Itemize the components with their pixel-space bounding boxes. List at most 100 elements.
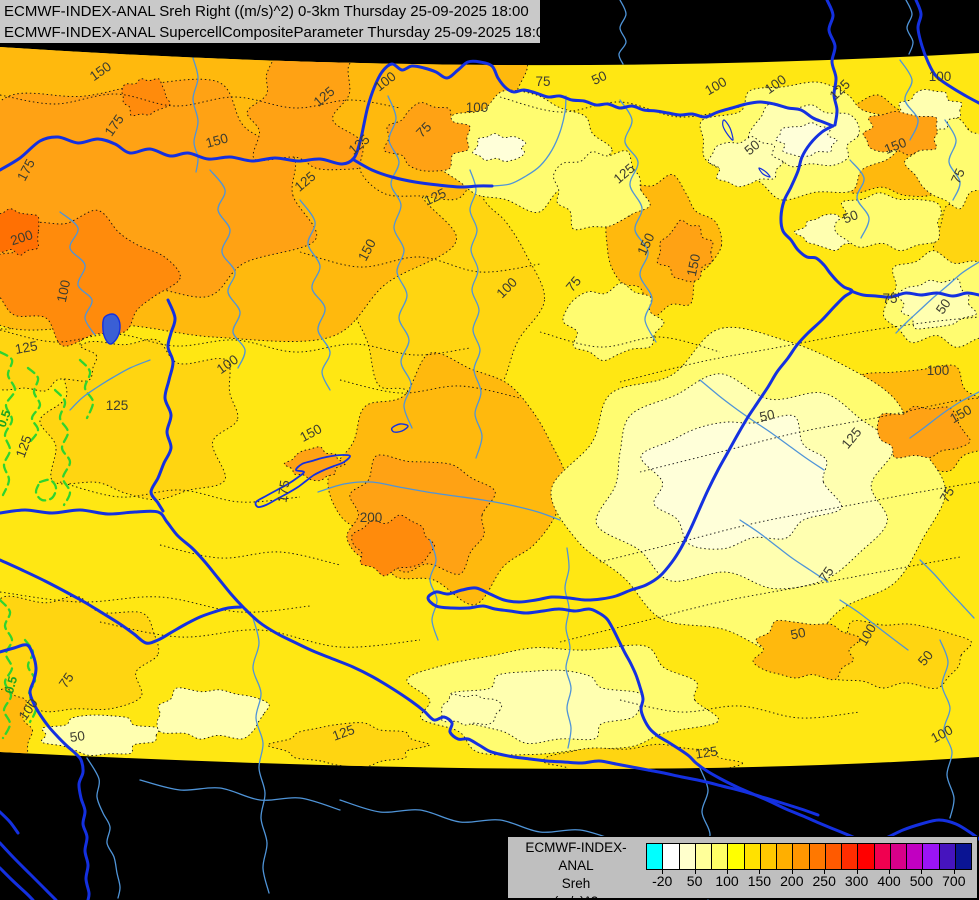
legend-color-cell — [777, 844, 794, 869]
contour-value-label: 200 — [360, 510, 383, 525]
contour-fill-region — [0, 687, 33, 769]
contour-fill-region — [156, 687, 270, 740]
contour-fill-region — [656, 219, 714, 283]
title-line-2: ECMWF-INDEX-ANAL SupercellCompositeParam… — [4, 24, 541, 41]
contour-value-label: 125 — [13, 433, 35, 459]
river-thin — [192, 57, 199, 173]
contour-value-label: 150 — [204, 130, 230, 150]
legend-tick-label: 700 — [942, 873, 966, 889]
contour-line — [339, 379, 521, 399]
supercell-contour-line — [34, 478, 58, 502]
contour-fill-region — [543, 743, 743, 769]
contour-value-label: 75 — [937, 484, 958, 505]
contour-value-label: 200 — [9, 227, 35, 248]
river-thin — [618, 0, 627, 65]
contour-fill-region — [449, 669, 643, 745]
river-thin — [59, 211, 96, 336]
legend-tick-mark — [759, 869, 761, 874]
contour-fill-region — [640, 414, 842, 550]
supercell-contour-line — [53, 388, 72, 507]
river-thick — [0, 508, 820, 817]
contour-value-label: 50 — [915, 648, 936, 669]
river-thin — [252, 617, 270, 894]
legend-parameter-label: Sreh — [561, 876, 591, 891]
small-lake — [722, 119, 734, 141]
river-thin — [939, 639, 955, 819]
legend-color-cell — [760, 844, 777, 869]
contour-fill-region — [707, 136, 784, 188]
contour-fill-region — [441, 693, 503, 726]
legend-color-cell — [858, 844, 875, 869]
legend-color-cell — [695, 844, 712, 869]
legend-tick-mark — [662, 869, 664, 874]
contour-value-label: 125 — [14, 338, 39, 357]
contour-fill-region — [825, 620, 972, 689]
legend-color-cell — [955, 844, 971, 869]
contour-value-label: 50 — [69, 728, 86, 745]
river-thick — [0, 643, 91, 900]
legend-color-cell — [939, 844, 956, 869]
contour-fill-region — [0, 595, 160, 713]
contour-value-label: 125 — [694, 744, 718, 762]
river-thin — [469, 169, 483, 459]
contour-line — [0, 591, 311, 613]
title-bar: ECMWF-INDEX-ANAL Sreh Right ((m/s)^2) 0-… — [0, 0, 541, 44]
supercell-value-label: 0.5 — [2, 675, 20, 695]
supercell-contour-line — [78, 358, 95, 420]
contour-fill-region — [897, 278, 977, 330]
contour-line — [599, 481, 979, 563]
legend-tick-label: 150 — [747, 873, 772, 889]
contour-fill-region — [562, 282, 665, 362]
contour-fill-region — [283, 446, 346, 482]
river-thin — [317, 481, 561, 521]
legend-color-cell — [744, 844, 761, 869]
contour-line — [639, 397, 979, 473]
legend-color-cell — [890, 844, 907, 869]
contour-value-label: 50 — [589, 68, 609, 88]
legend-tick-label: 50 — [686, 873, 703, 889]
contour-fill-layer — [0, 47, 979, 769]
lake-velence — [390, 423, 409, 433]
river-thin — [564, 547, 572, 749]
supercell-contour-line — [0, 598, 14, 740]
contour-fill-region — [383, 102, 471, 172]
legend-color-cell — [842, 844, 859, 869]
river-thick — [914, 0, 979, 105]
river-thin — [839, 599, 909, 651]
river-thick — [0, 558, 243, 645]
river-thin — [429, 539, 439, 641]
legend-tick-mark — [694, 869, 696, 874]
legend-color-cell — [923, 844, 940, 869]
contour-fill-region — [40, 714, 160, 756]
river-thick — [0, 810, 20, 835]
legend-tick-mark — [824, 869, 826, 874]
legend-tick-label: 500 — [909, 873, 934, 889]
legend-tick-label: 250 — [812, 873, 836, 889]
legend-color-cell — [728, 844, 745, 869]
contour-value-label: 50 — [841, 207, 860, 226]
legend-tick-mark — [791, 869, 793, 874]
contour-value-label: 50 — [789, 625, 807, 643]
legend-color-bar — [646, 843, 972, 870]
small-lake — [758, 167, 771, 178]
river-thick — [0, 841, 58, 900]
contour-fill-region — [862, 110, 938, 156]
contour-value-label: 50 — [742, 137, 763, 158]
legend-color-cell — [793, 844, 810, 869]
river-thin — [387, 95, 413, 429]
river-thick — [849, 289, 979, 299]
contour-value-label: 50 — [758, 407, 776, 425]
contour-line — [99, 621, 421, 648]
contour-value-label: 100 — [466, 100, 489, 115]
legend-tick-mark — [856, 869, 858, 874]
contour-fill-region — [0, 208, 40, 256]
river-thin — [895, 261, 979, 334]
contour-line — [0, 329, 471, 356]
river-thin — [919, 559, 975, 619]
contour-fill-region — [351, 514, 435, 577]
legend-color-cell — [825, 844, 842, 869]
contour-value-label: 100 — [929, 69, 952, 84]
legend-tick-label: 200 — [780, 873, 804, 889]
contour-fill-region — [267, 722, 430, 768]
